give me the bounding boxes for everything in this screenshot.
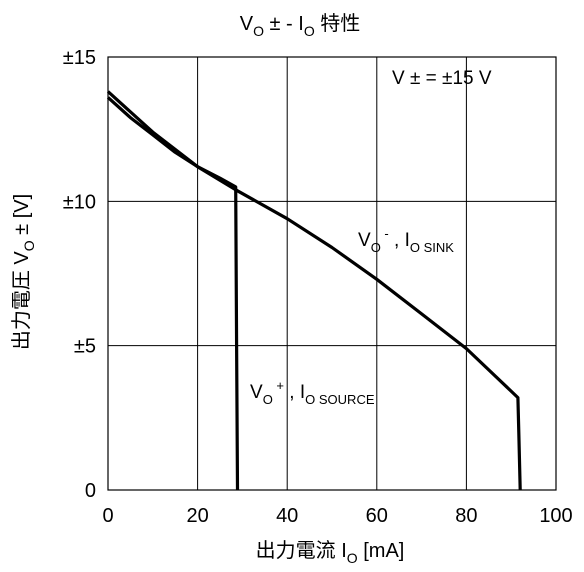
series-line-source	[106, 96, 240, 491]
series-line-sink	[106, 90, 522, 491]
x-tick-label: 80	[455, 505, 477, 527]
x-tick-labels: 0 20 40 60 80 100	[102, 505, 572, 527]
y-tick-label: ±10	[63, 191, 96, 213]
y-axis-label: 出力電圧 VO ± [V]	[10, 194, 37, 350]
series-label-source: VO + , IO SOURCE	[250, 378, 375, 407]
x-tick-label: 20	[186, 505, 208, 527]
y-tick-label: 0	[85, 480, 96, 502]
series-lines	[106, 90, 522, 491]
x-tick-label: 40	[276, 505, 298, 527]
y-tick-label: ±15	[63, 47, 96, 69]
annotation-label: V ± = ±15 V	[392, 68, 492, 89]
x-tick-label: 0	[102, 505, 113, 527]
chart-title: VO ± - IO 特性	[240, 12, 361, 39]
plot-frame	[107, 56, 557, 491]
series-label-sink: VO - , IO SINK	[358, 226, 454, 255]
plot-border	[107, 56, 557, 491]
y-tick-labels: 0 ±5 ±10 ±15	[63, 47, 96, 502]
x-axis-label: 出力電流 IO [mA]	[256, 539, 405, 566]
grid	[108, 57, 556, 490]
x-tick-label: 60	[366, 505, 388, 527]
y-tick-label: ±5	[74, 336, 96, 358]
x-tick-label: 100	[539, 505, 572, 527]
